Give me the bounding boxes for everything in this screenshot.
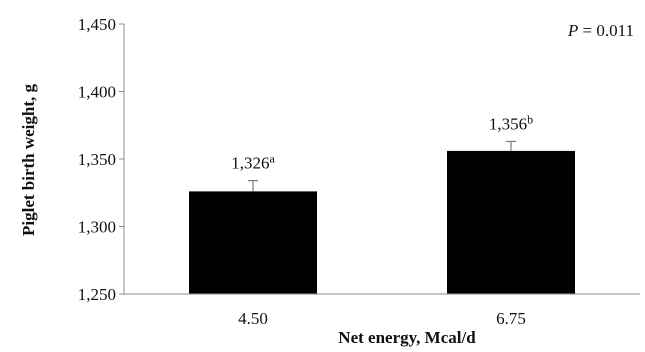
y-axis-title: Piglet birth weight, g [19, 83, 38, 236]
bar-4.50 [189, 191, 317, 294]
bar-6.75 [447, 150, 575, 294]
x-category-label: 4.50 [238, 309, 268, 328]
bars [189, 140, 575, 294]
x-category-label: 6.75 [496, 309, 526, 328]
y-tick-label: 1,450 [78, 15, 116, 34]
data-labels: 1,326a 4.50 1,356b 6.75 [231, 112, 533, 328]
y-tick-label: 1,300 [78, 218, 116, 237]
y-tick-label: 1,350 [78, 150, 116, 169]
y-axis-ticks: 1,250 1,300 1,350 1,400 1,450 [78, 15, 124, 304]
p-value-annotation: P = 0.011 [567, 21, 634, 40]
y-tick-label: 1,250 [78, 285, 116, 304]
y-tick-label: 1,400 [78, 83, 116, 102]
data-label: 1,356b [489, 112, 533, 133]
x-axis-title: Net energy, Mcal/d [338, 328, 476, 347]
data-label: 1,326a [231, 152, 275, 173]
